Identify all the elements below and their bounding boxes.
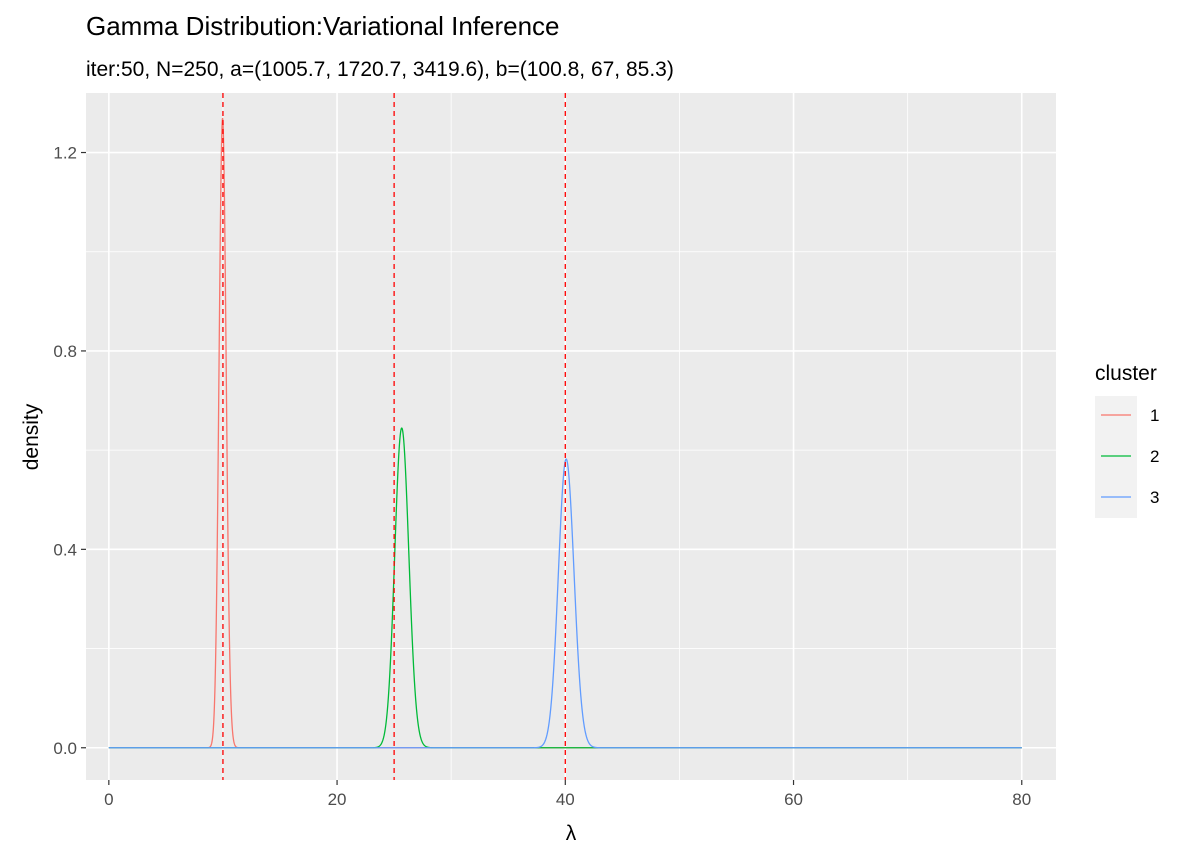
legend-items: 1 2 3	[1101, 406, 1159, 507]
x-tick-label: 40	[556, 790, 575, 809]
x-axis-title: λ	[566, 822, 577, 845]
x-tick-label: 60	[784, 790, 803, 809]
legend-label-cluster-1: 1	[1150, 406, 1159, 425]
y-tick-label: 0.4	[53, 540, 77, 559]
y-tick-label: 0.8	[53, 342, 77, 361]
y-tick-label: 1.2	[53, 144, 77, 163]
y-axis-title: density	[20, 403, 43, 470]
x-tick-label: 20	[328, 790, 347, 809]
density-curves	[108, 117, 1022, 749]
minor-gridlines	[86, 93, 1056, 780]
y-axis: 0.0 0.4 0.8 1.2	[53, 144, 86, 758]
legend-title: cluster	[1095, 362, 1157, 385]
reference-lines	[222, 93, 566, 780]
legend-label-cluster-2: 2	[1150, 447, 1159, 466]
density-curve-cluster-3	[108, 458, 1022, 749]
chart-subtitle: iter:50, N=250, a=(1005.7, 1720.7, 3419.…	[86, 58, 674, 81]
x-tick-label: 80	[1012, 790, 1031, 809]
y-tick-label: 0.0	[53, 739, 77, 758]
legend-label-cluster-3: 3	[1150, 488, 1159, 507]
plot-panel	[86, 93, 1056, 780]
legend-key-background	[1095, 396, 1137, 518]
chart-title: Gamma Distribution:Variational Inference	[86, 11, 560, 41]
legend: cluster 1 2 3	[1095, 362, 1159, 518]
x-tick-label: 0	[104, 790, 113, 809]
x-axis: 0 20 40 60 80	[104, 780, 1031, 809]
